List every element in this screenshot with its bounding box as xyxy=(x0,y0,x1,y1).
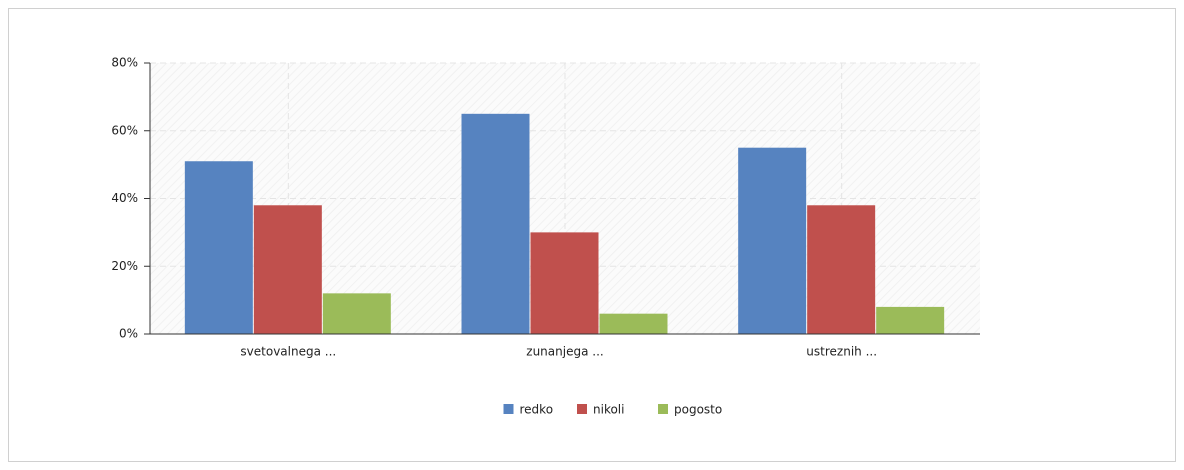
x-tick-label: svetovalnega ... xyxy=(240,345,336,359)
bar xyxy=(253,205,322,334)
y-tick-label: 20% xyxy=(111,259,138,273)
x-tick-label: zunanjega ... xyxy=(526,345,603,359)
y-tick-label: 60% xyxy=(111,123,138,137)
y-tick-label: 80% xyxy=(111,56,138,70)
legend-swatch xyxy=(503,404,514,414)
legend-label: redko xyxy=(520,403,554,417)
x-tick-label: ustreznih ... xyxy=(806,345,877,359)
bar xyxy=(738,147,807,334)
y-tick-label: 0% xyxy=(119,327,138,341)
legend-label: nikoli xyxy=(593,403,624,417)
bar xyxy=(184,161,253,334)
bar xyxy=(807,205,876,334)
bar xyxy=(876,306,945,334)
y-tick-label: 40% xyxy=(111,191,138,205)
bar xyxy=(322,293,391,334)
legend-label: pogosto xyxy=(674,403,722,417)
legend-swatch xyxy=(577,404,587,414)
legend-swatch xyxy=(658,404,668,414)
bar xyxy=(530,232,599,334)
bar xyxy=(461,113,530,334)
bar xyxy=(599,313,668,334)
